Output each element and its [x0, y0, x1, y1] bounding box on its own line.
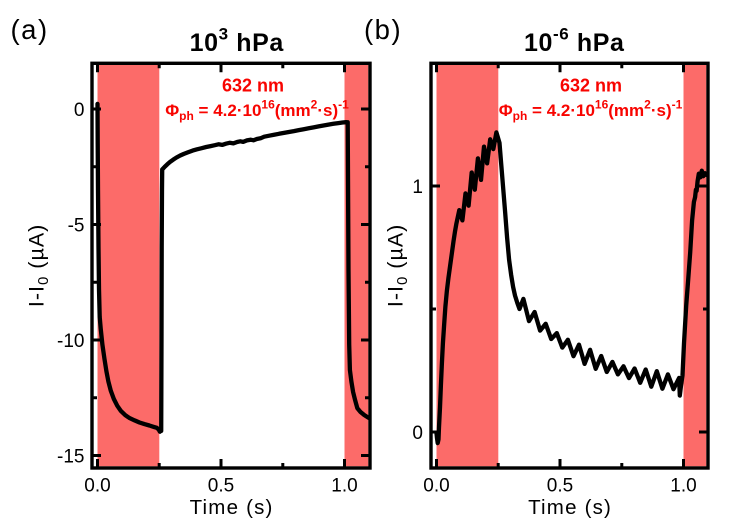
- svg-text:-15: -15: [57, 446, 84, 467]
- svg-text:103 hPa: 103 hPa: [190, 25, 285, 58]
- svg-text:I-I0 (µA): I-I0 (µA): [25, 224, 53, 307]
- svg-text:1: 1: [412, 177, 423, 198]
- svg-text:10-6 hPa: 10-6 hPa: [524, 25, 625, 58]
- svg-text:-10: -10: [57, 331, 84, 352]
- svg-text:Φph = 4.2·1016(mm2·s)-1: Φph = 4.2·1016(mm2·s)-1: [499, 98, 683, 124]
- svg-text:-5: -5: [68, 215, 85, 236]
- svg-text:0.0: 0.0: [84, 476, 110, 497]
- svg-text:632 nm: 632 nm: [560, 76, 622, 96]
- svg-text:0: 0: [74, 100, 85, 121]
- svg-text:0.5: 0.5: [208, 476, 234, 497]
- svg-text:0: 0: [412, 423, 423, 444]
- svg-text:I-I0 (µA): I-I0 (µA): [384, 224, 412, 307]
- svg-text:1.0: 1.0: [331, 476, 357, 497]
- svg-text:0.0: 0.0: [423, 476, 449, 497]
- svg-text:(b): (b): [364, 14, 402, 45]
- svg-text:Φph = 4.2·1016(mm2·s)-1: Φph = 4.2·1016(mm2·s)-1: [165, 98, 349, 124]
- svg-text:Time (s): Time (s): [528, 496, 612, 519]
- svg-text:632 nm: 632 nm: [222, 76, 284, 96]
- svg-text:(a): (a): [11, 14, 49, 45]
- svg-text:0.5: 0.5: [547, 476, 573, 497]
- svg-text:Time (s): Time (s): [190, 496, 274, 519]
- svg-text:1.0: 1.0: [670, 476, 696, 497]
